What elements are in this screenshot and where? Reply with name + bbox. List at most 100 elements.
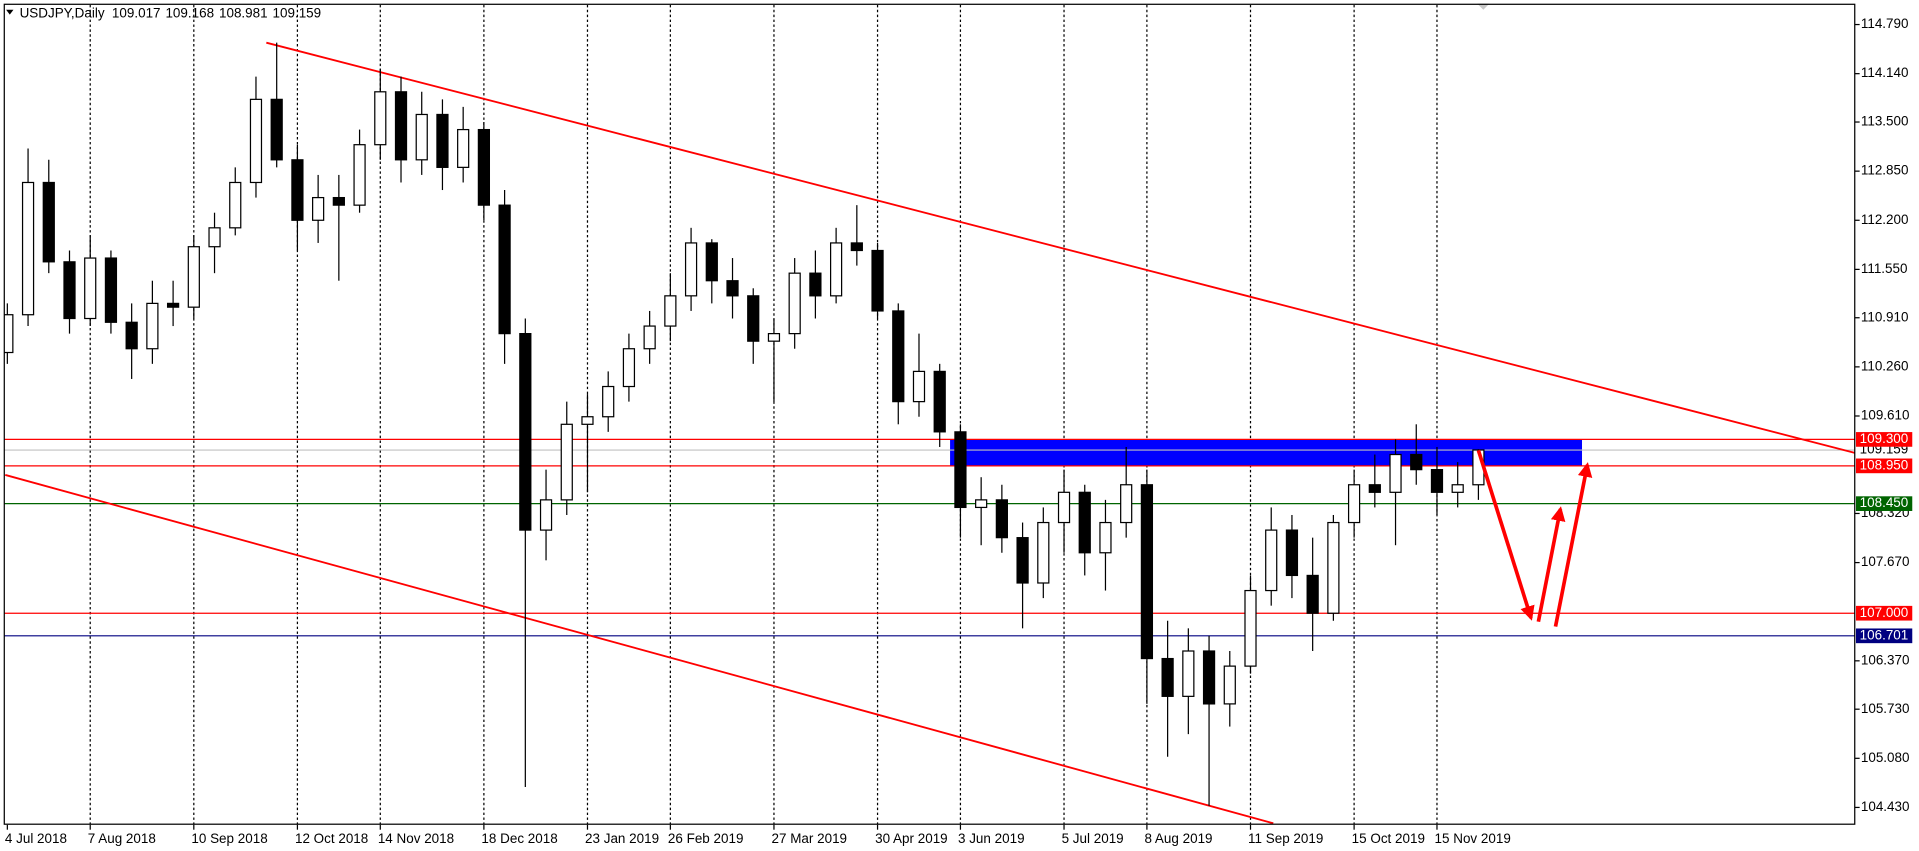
projection-arrow	[1536, 506, 1566, 623]
candle-body	[747, 295, 760, 342]
candle-body	[436, 113, 449, 168]
candle-body	[229, 181, 242, 229]
candle-body	[1202, 650, 1216, 705]
x-tick-label: 5 Jul 2019	[1062, 831, 1124, 846]
y-tick-label: 105.080	[1861, 750, 1910, 765]
candle-body	[539, 499, 553, 531]
level-label-bg	[1855, 432, 1913, 447]
y-tick-label: 104.430	[1861, 799, 1910, 814]
candle-body	[933, 370, 946, 433]
y-tick-label: 110.260	[1861, 358, 1909, 373]
x-tick-label: 3 Jun 2019	[958, 831, 1025, 846]
x-tick-label: 26 Feb 2019	[668, 831, 744, 846]
candle-body	[312, 196, 325, 221]
y-tick-label: 105.730	[1861, 701, 1910, 716]
candle-body	[498, 204, 511, 335]
candle-body	[1306, 574, 1319, 614]
candle-body	[871, 249, 884, 312]
candle-body	[1410, 453, 1423, 471]
candle-body	[1016, 537, 1029, 584]
candle-body	[1161, 657, 1174, 697]
x-tick-label: 30 Apr 2019	[875, 831, 948, 846]
candle-body	[1057, 491, 1071, 524]
candle-body	[457, 128, 470, 168]
y-tick-label: 111.550	[1861, 261, 1908, 276]
candle-body	[912, 370, 926, 403]
projection-arrow	[1476, 449, 1535, 621]
symbol: USDJPY,Daily	[20, 5, 105, 20]
candle-body	[1327, 521, 1340, 614]
candle-body	[809, 272, 822, 297]
x-tick-label: 15 Oct 2019	[1352, 831, 1425, 846]
candle-body	[1244, 589, 1257, 667]
x-tick-label: 7 Aug 2018	[88, 831, 156, 846]
trendline	[266, 41, 1855, 454]
candle-body	[1389, 453, 1402, 493]
candle-body	[208, 227, 221, 248]
projection-arrow	[1553, 462, 1593, 627]
x-tick-label: 27 Mar 2019	[772, 831, 848, 846]
candle-body	[166, 302, 180, 308]
x-tick-label: 12 Oct 2018	[295, 831, 368, 846]
candle-body	[63, 261, 76, 320]
candle-body	[1140, 484, 1154, 660]
y-tick-label: 106.370	[1861, 652, 1910, 667]
candle-body	[850, 242, 863, 252]
candle-body	[332, 196, 345, 206]
candle-body	[684, 242, 698, 297]
candle-body	[270, 98, 283, 161]
candle-body	[643, 325, 656, 350]
candle-body	[125, 321, 138, 350]
candle-body	[622, 348, 636, 388]
plot-area	[4, 4, 1855, 825]
x-tick-label: 14 Nov 2018	[378, 831, 454, 846]
candle-body	[104, 257, 118, 323]
y-tick-label: 109.610	[1861, 408, 1910, 423]
header-icon	[6, 9, 14, 15]
candle-body	[788, 272, 801, 335]
level-label-bg	[1855, 458, 1913, 474]
plot-layer: 4 Jul 2018 7 Aug 2018 10 Sep 2018 12 Oct 20…	[4, 4, 1913, 846]
level-label-bg	[1855, 496, 1913, 511]
x-tick-label: 15 Nov 2019	[1435, 831, 1511, 846]
candle-body	[954, 431, 967, 509]
candle-body	[477, 128, 491, 206]
candle-body	[829, 242, 843, 297]
header-close: 109.159	[273, 5, 322, 20]
candle-body	[1451, 484, 1464, 493]
candle-body	[892, 310, 905, 403]
header-high: 109.168	[165, 5, 214, 20]
candle-body	[705, 242, 718, 282]
level-label-bg	[1855, 628, 1913, 644]
candle-body	[1037, 521, 1050, 584]
x-tick-label: 11 Sep 2019	[1248, 831, 1323, 846]
level-label: 108.950	[1860, 457, 1909, 472]
level-label: 108.450	[1860, 495, 1909, 510]
candle-body	[1265, 529, 1278, 592]
candle-body	[519, 333, 532, 531]
candle-body	[394, 91, 408, 161]
zone	[950, 439, 1583, 466]
y-tick-label: 112.850	[1861, 163, 1909, 178]
candle-body	[1368, 484, 1381, 493]
level-label-bg	[1855, 605, 1913, 621]
header-low: 108.981	[219, 5, 268, 20]
candle-body	[1120, 484, 1133, 524]
candle-body	[664, 295, 677, 327]
x-tick-label: 4 Jul 2018	[5, 831, 67, 846]
candle-body	[726, 280, 739, 297]
candle-body	[146, 302, 159, 350]
candle-body	[415, 113, 428, 161]
candle-body	[581, 416, 594, 425]
y-tick-label: 114.140	[1861, 65, 1909, 80]
candle-body	[291, 159, 304, 221]
chart-header: USDJPY,Daily 109.017 109.168 108.981 109.159	[20, 5, 322, 20]
candle-body	[4, 314, 14, 354]
trendline	[5, 474, 1274, 825]
candle-body	[1430, 469, 1444, 493]
level-label: 109.300	[1860, 431, 1909, 446]
candle-body	[84, 257, 97, 320]
